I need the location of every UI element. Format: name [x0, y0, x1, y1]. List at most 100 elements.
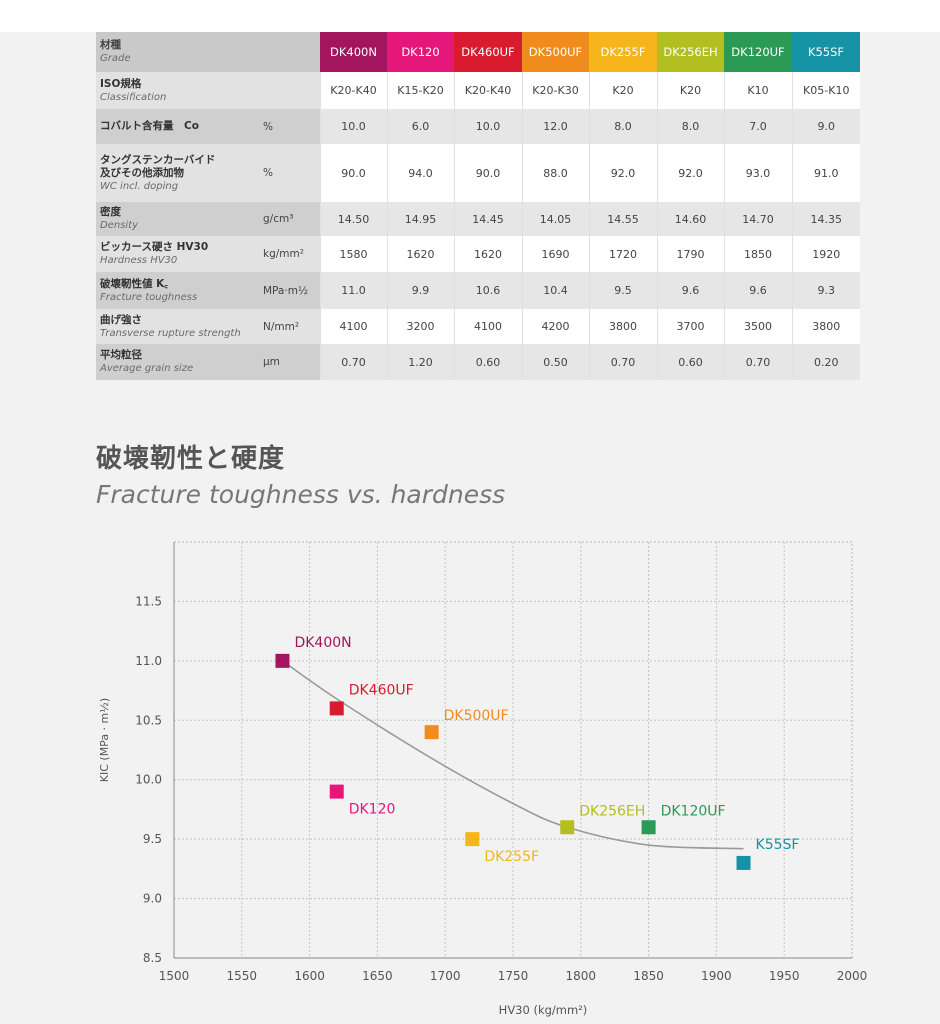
table-row: 曲げ強さ Transverse rupture strength N/mm² 4100…	[96, 309, 860, 344]
table-cell: 93.0	[723, 144, 792, 202]
table-cell: 7.0	[723, 109, 792, 144]
y-tick-label: 10.5	[135, 713, 162, 727]
table-cell: 1620	[386, 236, 454, 272]
table-cell: 14.50	[319, 202, 387, 236]
grade-header-k55sf: K55SF	[792, 32, 860, 72]
table-cell: 10.0	[319, 109, 387, 144]
grade-header-dk500uf: DK500UF	[522, 32, 589, 72]
table-row: 平均粒径 Average grain size μm 0.70 1.20 0.60 0.50…	[96, 344, 860, 380]
point-label-k55sf: K55SF	[756, 837, 800, 853]
y-tick-label: 11.0	[135, 654, 162, 668]
table-cell: 14.70	[723, 202, 792, 236]
point-label-dk120uf: DK120UF	[661, 803, 726, 819]
point-label-dk255f: DK255F	[484, 849, 539, 865]
table-cell: K20-K40	[453, 72, 522, 109]
row-label: 曲げ強さ Transverse rupture strength	[96, 309, 259, 344]
table-cell: 1.20	[386, 344, 454, 380]
data-point-dk120	[329, 784, 344, 799]
table-row: コバルト含有量 Co% 10.0 6.0 10.0 12.0 8.0 8.0 7.0 9.0	[96, 109, 860, 144]
data-point-dk256eh	[560, 820, 575, 835]
row-label: タングステンカーバイド 及びその他添加物 WC incl. doping	[96, 144, 259, 202]
row-label: ISO規格 Classification	[96, 72, 320, 109]
x-tick-label: 1500	[159, 969, 190, 983]
table-cell: 14.60	[656, 202, 724, 236]
point-label-dk256eh: DK256EH	[579, 803, 645, 819]
row-label: 破壊靭性値 K꜀ Fracture toughness	[96, 272, 259, 309]
row-unit: N/mm²	[259, 309, 320, 344]
grade-spec-table: 材種 Grade DK400N DK120 DK460UF DK500UF DK255F DK…	[96, 32, 860, 380]
y-axis-label: KIC (MPa · m½)	[98, 698, 111, 782]
grade-header-dk256eh: DK256EH	[657, 32, 724, 72]
x-tick-label: 1600	[294, 969, 325, 983]
row-label-en: Classification	[100, 91, 167, 103]
table-cell: 1720	[588, 236, 657, 272]
grade-label-en: Grade	[100, 53, 131, 64]
row-label-jp: 曲げ強さ	[100, 313, 142, 326]
table-cell: K20	[656, 72, 724, 109]
table-cell: 3500	[723, 309, 792, 344]
table-cell: 14.45	[453, 202, 522, 236]
grade-header-dk400n: DK400N	[320, 32, 387, 72]
table-row: タングステンカーバイド 及びその他添加物 WC incl. doping% 90.0 9…	[96, 144, 860, 202]
table-cell: 4200	[521, 309, 589, 344]
table-cell: 0.20	[791, 344, 860, 380]
table-cell: 8.0	[588, 109, 657, 144]
row-label: コバルト含有量 Co	[96, 109, 259, 144]
trend-curve	[282, 660, 744, 850]
table-cell: 12.0	[521, 109, 589, 144]
data-point-dk120uf	[641, 820, 656, 835]
table-cell: 90.0	[453, 144, 522, 202]
y-tick-label: 9.0	[143, 892, 162, 906]
x-tick-label: 1950	[769, 969, 800, 983]
row-unit: MPa·m½	[259, 272, 320, 309]
table-cell: 9.5	[588, 272, 657, 309]
table-cell: K20-K30	[521, 72, 589, 109]
row-unit: kg/mm²	[259, 236, 320, 272]
table-header-row: 材種 Grade DK400N DK120 DK460UF DK500UF DK255F DK…	[96, 32, 860, 72]
point-label-dk120: DK120	[349, 802, 396, 818]
row-label: ビッカース硬さ HV30 Hardness HV30	[96, 236, 259, 272]
table-cell: 9.3	[791, 272, 860, 309]
row-label: 平均粒径 Average grain size	[96, 344, 259, 380]
table-cell: 8.0	[656, 109, 724, 144]
row-label-jp: 平均粒径	[100, 349, 142, 361]
table-cell: 10.4	[521, 272, 589, 309]
table-row: 密度 Density g/cm³ 14.50 14.95 14.45 14.05 14.55 1…	[96, 202, 860, 236]
table-cell: 14.95	[386, 202, 454, 236]
table-cell: 4100	[453, 309, 522, 344]
grade-header-label: 材種 Grade	[96, 32, 320, 72]
table-cell: 9.6	[656, 272, 724, 309]
table-row: ビッカース硬さ HV30 Hardness HV30 kg/mm² 1580 1620 1…	[96, 236, 860, 272]
x-tick-label: 1750	[498, 969, 529, 983]
table-cell: 10.6	[453, 272, 522, 309]
table-cell: 6.0	[386, 109, 454, 144]
table-cell: 10.0	[453, 109, 522, 144]
x-axis-label: HV30 (kg/mm²)	[499, 1003, 588, 1017]
table-cell: 3800	[791, 309, 860, 344]
row-label-jp: 密度	[100, 206, 121, 218]
grade-label-jp: 材種	[100, 39, 121, 51]
table-cell: 94.0	[386, 144, 454, 202]
table-cell: 3200	[386, 309, 454, 344]
data-point-k55sf	[736, 855, 751, 870]
row-label-en: Average grain size	[100, 363, 194, 374]
row-label-en: Fracture toughness	[100, 291, 198, 303]
row-unit: %	[259, 144, 320, 202]
table-cell: 3800	[588, 309, 657, 344]
top-strip	[0, 0, 940, 32]
table-cell: 14.55	[588, 202, 657, 236]
row-unit: μm	[259, 344, 320, 380]
table-cell: 92.0	[588, 144, 657, 202]
row-label-en: WC incl. doping	[100, 180, 179, 192]
table-cell: 91.0	[791, 144, 860, 202]
section-title-en: Fracture toughness vs. hardness	[96, 480, 506, 509]
table-cell: 1850	[723, 236, 792, 272]
table-cell: 9.6	[723, 272, 792, 309]
table-cell: 14.05	[521, 202, 589, 236]
table-cell: 1620	[453, 236, 522, 272]
row-unit: %	[259, 109, 320, 144]
table-cell: 0.70	[723, 344, 792, 380]
table-cell: K15-K20	[386, 72, 454, 109]
point-label-dk500uf: DK500UF	[444, 708, 509, 724]
table-cell: K10	[723, 72, 792, 109]
